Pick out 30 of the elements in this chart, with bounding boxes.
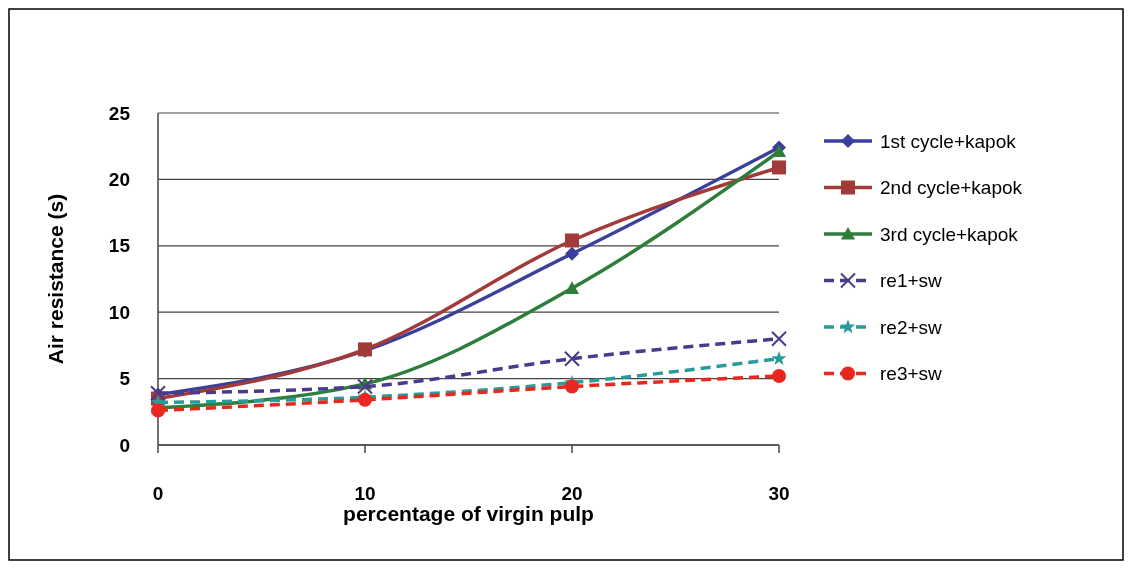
- y-tick-label: 0: [119, 434, 130, 456]
- x-tick-label: 0: [152, 483, 164, 504]
- x-tick-label: 30: [768, 483, 790, 504]
- point: [565, 379, 579, 394]
- y-tick-label: 20: [108, 169, 130, 191]
- point: [357, 378, 373, 395]
- legend-label: re2+sw: [880, 316, 943, 338]
- y-tick-label: 5: [119, 368, 131, 390]
- point: [772, 160, 786, 175]
- legend-label: 1st cycle+kapok: [880, 130, 1017, 152]
- legend-label: re3+sw: [880, 363, 943, 385]
- x-axis-title: percentage of virgin pulp: [343, 502, 594, 525]
- point: [772, 144, 786, 158]
- legend-label: re1+sw: [880, 270, 943, 292]
- point: [565, 246, 579, 261]
- point: [565, 233, 579, 248]
- y-axis-title: Air resistance (s): [44, 193, 67, 365]
- point: [772, 368, 786, 383]
- point: [771, 330, 787, 347]
- x-tick-label: 10: [354, 483, 376, 504]
- point: [151, 403, 165, 418]
- point: [771, 350, 787, 365]
- x-tick-label: 20: [561, 483, 583, 504]
- point: [564, 350, 580, 367]
- y-tick-label: 15: [108, 235, 131, 257]
- legend-label: 3rd cycle+kapok: [880, 223, 1019, 245]
- legend-label: 2nd cycle+kapok: [880, 177, 1023, 199]
- point: [565, 281, 579, 294]
- y-tick-label: 25: [108, 102, 131, 124]
- y-tick-label: 10: [108, 301, 130, 323]
